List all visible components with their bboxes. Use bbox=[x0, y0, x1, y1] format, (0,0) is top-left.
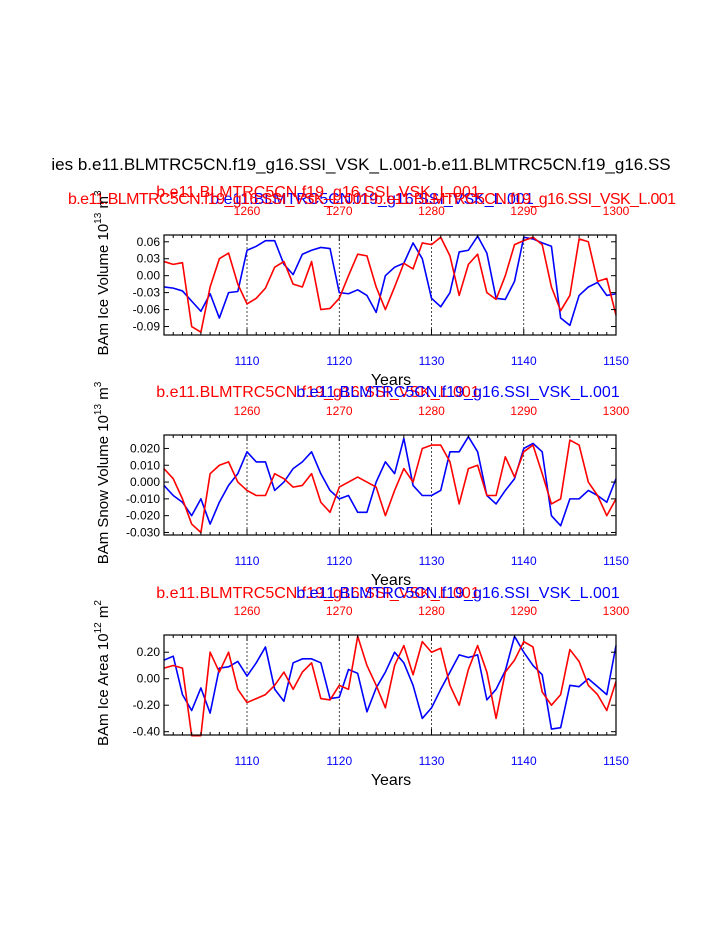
xtick-label-bottom: 1140 bbox=[511, 554, 537, 568]
ylabel-superscript: 3 bbox=[93, 190, 104, 196]
xtick-label-top: 1270 bbox=[326, 604, 353, 618]
ytick-label: 0.20 bbox=[137, 645, 161, 659]
panel-ice-volume: b.e11.BLMTRC5CN.f19_g16.SSI_VSK_L.001 BA… bbox=[93, 184, 630, 389]
ylabel: BAm Ice Volume 1013 m3 bbox=[93, 190, 112, 356]
xtick-label-bottom: 1120 bbox=[326, 354, 352, 368]
ylabel-part: m bbox=[95, 196, 112, 213]
panel-title-blue: b.e11.BLMTRC5CN.f19_g16.SSI_VSK_L.001 bbox=[296, 384, 620, 401]
ytick-label: -0.020 bbox=[126, 509, 160, 523]
legend-title-red: b.e11.BLMTRC5CN.f19_g16.SSI_VSK_L.001-b.… bbox=[68, 191, 676, 208]
ytick-label: -0.03 bbox=[133, 286, 161, 300]
plot-frame bbox=[163, 434, 617, 536]
panel-title-blue: b.e11.BLMTRC5CN.f19_g16.SSI_VSK_L.001 bbox=[296, 585, 620, 602]
panel-title-red: b.e11.BLMTRC5CN.f19_g16.SSI_VSK_L.001 bbox=[156, 585, 480, 602]
panel-ice-area: b.e11.BLMTRC5CN.f19_g16.SSI_VSK_L.001 b.… bbox=[93, 585, 630, 789]
series-line-red bbox=[163, 635, 617, 737]
legend-title-blue: b.e11.BLMTRC5CN.f19_g16.SSI_VSK_L.001 bbox=[210, 191, 534, 208]
ytick-label: -0.06 bbox=[133, 303, 161, 317]
xtick-label-bottom: 1150 bbox=[603, 354, 629, 368]
ylabel: BAm Snow Volume 1013 m3 bbox=[93, 381, 112, 564]
xtick-label-bottom: 1120 bbox=[326, 554, 352, 568]
xtick-label-top: 1280 bbox=[418, 604, 445, 618]
series-line-red bbox=[163, 236, 617, 333]
ylabel-superscript: 13 bbox=[93, 212, 104, 224]
ylabel-superscript: 13 bbox=[93, 403, 104, 415]
ylabel-part: m bbox=[95, 387, 112, 404]
ytick-label: 0.00 bbox=[137, 269, 161, 283]
xtick-label-bottom: 1130 bbox=[419, 354, 445, 368]
xtick-label-bottom: 1110 bbox=[235, 554, 260, 568]
ytick-label: -0.09 bbox=[133, 320, 161, 334]
series-line-blue bbox=[163, 435, 617, 527]
panel-title-red: b.e11.BLMTRC5CN.f19_g16.SSI_VSK_L.001 bbox=[156, 384, 480, 401]
xtick-label-bottom: 1140 bbox=[511, 354, 537, 368]
ytick-label: 0.010 bbox=[130, 458, 160, 472]
xtick-label-bottom: 1110 bbox=[235, 754, 260, 768]
series-line-red bbox=[163, 439, 617, 534]
xtick-label-top: 1280 bbox=[418, 404, 445, 418]
panel-title-red: b.e11.BLMTRC5CN.f19_g16.SSI_VSK_L.001 bbox=[156, 184, 480, 201]
xlabel: Years bbox=[371, 572, 411, 589]
plot-frame bbox=[163, 234, 617, 336]
xtick-label-top: 1300 bbox=[603, 204, 630, 218]
ylabel-part: BAm Snow Volume 10 bbox=[95, 415, 112, 564]
xtick-label-top: 1290 bbox=[510, 404, 537, 418]
xtick-label-bottom: 1140 bbox=[511, 754, 537, 768]
ylabel-superscript: 3 bbox=[93, 381, 104, 387]
plot-frame bbox=[163, 634, 617, 736]
xtick-label-top: 1260 bbox=[234, 204, 261, 218]
ytick-label: 0.020 bbox=[130, 441, 160, 455]
series-line-blue bbox=[163, 635, 617, 730]
xlabel: Years bbox=[371, 372, 411, 389]
xtick-label-bottom: 1150 bbox=[603, 754, 629, 768]
panel-snow-volume: b.e11.BLMTRC5CN.f19_g16.SSI_VSK_L.001 b.… bbox=[93, 381, 630, 589]
ytick-label: -0.010 bbox=[126, 492, 160, 506]
xtick-label-top: 1260 bbox=[234, 404, 261, 418]
xtick-label-top: 1270 bbox=[326, 404, 353, 418]
ylabel-part: m bbox=[95, 606, 112, 623]
ylabel-part: BAm Ice Volume 10 bbox=[95, 224, 112, 356]
ylabel: BAm Ice Area 1012 m2 bbox=[93, 600, 112, 746]
main-title: ies b.e11.BLMTRC5CN.f19_g16.SSI_VSK_L.00… bbox=[51, 155, 670, 174]
xtick-label-top: 1300 bbox=[603, 404, 630, 418]
ylabel-superscript: 2 bbox=[93, 600, 104, 606]
series-line-blue bbox=[163, 235, 617, 327]
xtick-label-bottom: 1130 bbox=[419, 554, 445, 568]
ytick-label: -0.40 bbox=[133, 725, 161, 739]
xtick-label-bottom: 1150 bbox=[603, 554, 629, 568]
ytick-label: -0.20 bbox=[133, 698, 161, 712]
xtick-label-bottom: 1130 bbox=[419, 754, 445, 768]
ylabel-part: BAm Ice Area 10 bbox=[95, 633, 112, 746]
ylabel-superscript: 12 bbox=[93, 622, 104, 634]
ytick-label: 0.00 bbox=[137, 672, 161, 686]
ytick-label: -0.030 bbox=[126, 525, 160, 539]
xlabel: Years bbox=[371, 772, 411, 789]
ytick-label: 0.06 bbox=[137, 235, 161, 249]
xtick-label-top: 1260 bbox=[234, 604, 261, 618]
xtick-label-bottom: 1120 bbox=[326, 754, 352, 768]
xtick-label-top: 1280 bbox=[418, 204, 445, 218]
xtick-label-bottom: 1110 bbox=[235, 354, 260, 368]
ytick-label: 0.000 bbox=[130, 475, 160, 489]
xtick-label-top: 1290 bbox=[510, 204, 537, 218]
xtick-label-top: 1290 bbox=[510, 604, 537, 618]
ytick-label: 0.03 bbox=[137, 252, 161, 266]
xtick-label-top: 1270 bbox=[326, 204, 353, 218]
xtick-label-top: 1300 bbox=[603, 604, 630, 618]
